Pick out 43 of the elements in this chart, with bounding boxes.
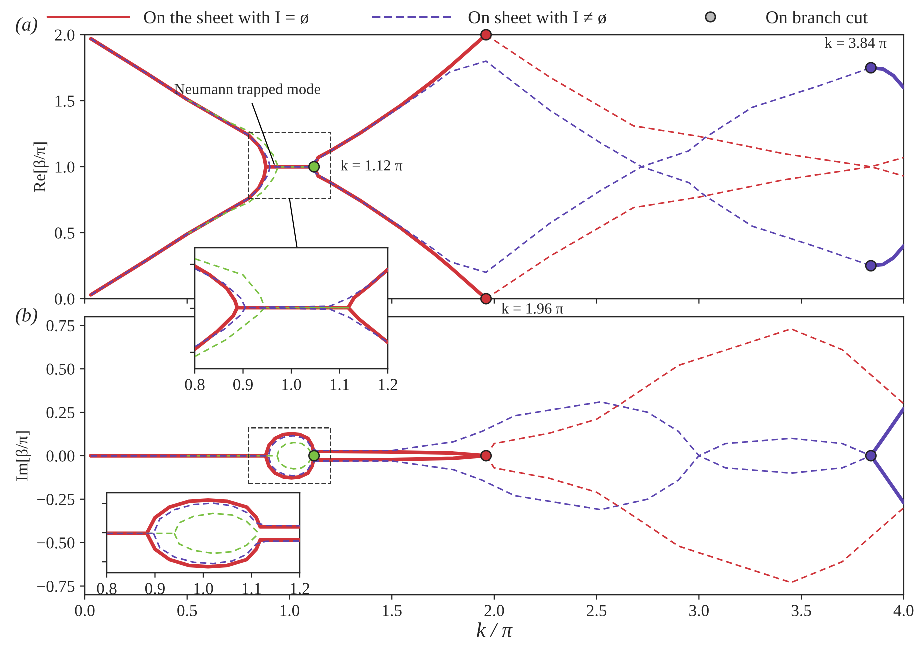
annotation: k = 3.84 π — [825, 37, 887, 48]
y-tick-label: 0.5 — [55, 228, 75, 240]
x-axis-title: k / π — [477, 622, 513, 638]
x-tick-label: 0.8 — [185, 379, 205, 391]
x-tick-label: 1.2 — [379, 379, 398, 391]
y-tick-label: 0.75 — [46, 320, 75, 332]
x-tick-label: 1.2 — [291, 583, 310, 595]
legend-label: On the sheet with I = ø — [144, 10, 309, 24]
annotation: Neumann trapped mode — [174, 84, 320, 98]
y-tick-label: 1.5 — [56, 96, 75, 108]
annotation: k = 1.12 π — [340, 160, 403, 171]
annotation: k = 1.96 π — [502, 303, 564, 314]
y-tick-label: 1.0 — [56, 162, 75, 174]
y-tick-label: 0.50 — [46, 364, 75, 376]
y-tick-label: 0.25 — [46, 407, 75, 419]
x-tick-label: 1.0 — [282, 379, 302, 391]
chart-title: (a) — [16, 17, 38, 36]
x-tick-label: 2.5 — [587, 605, 607, 617]
y-axis-title: Re[β/π] — [34, 142, 49, 192]
legend-label: On sheet with I ≠ ø — [468, 10, 606, 24]
x-tick-label: 2.0 — [484, 605, 504, 617]
chart-title: (b) — [16, 308, 38, 326]
y-tick-label: 0.0 — [55, 294, 75, 305]
x-tick-label: 1.1 — [330, 379, 350, 391]
x-tick-label: 1.0 — [280, 605, 300, 617]
x-tick-label: 0.9 — [233, 379, 253, 391]
y-tick-label: −0.25 — [38, 494, 75, 506]
y-tick-label: 2.0 — [55, 30, 75, 42]
y-tick-label: −0.75 — [38, 580, 75, 592]
x-tick-label: 0.5 — [178, 605, 198, 617]
x-tick-label: 3.5 — [792, 605, 812, 617]
x-tick-label: 0.0 — [75, 605, 95, 617]
y-tick-label: −0.50 — [38, 538, 75, 549]
x-tick-label: 1.0 — [194, 583, 214, 595]
x-tick-label: 1.1 — [242, 583, 262, 595]
x-tick-label: 0.8 — [97, 583, 117, 595]
x-tick-label: 0.9 — [145, 583, 165, 595]
y-axis-title: Im[β/π] — [16, 432, 32, 481]
text: On branch cut — [766, 10, 868, 24]
y-tick-label: 0.00 — [46, 450, 75, 462]
x-tick-label: 4.0 — [894, 605, 914, 617]
x-tick-label: 1.5 — [383, 605, 402, 617]
x-tick-label: 3.0 — [690, 605, 709, 617]
